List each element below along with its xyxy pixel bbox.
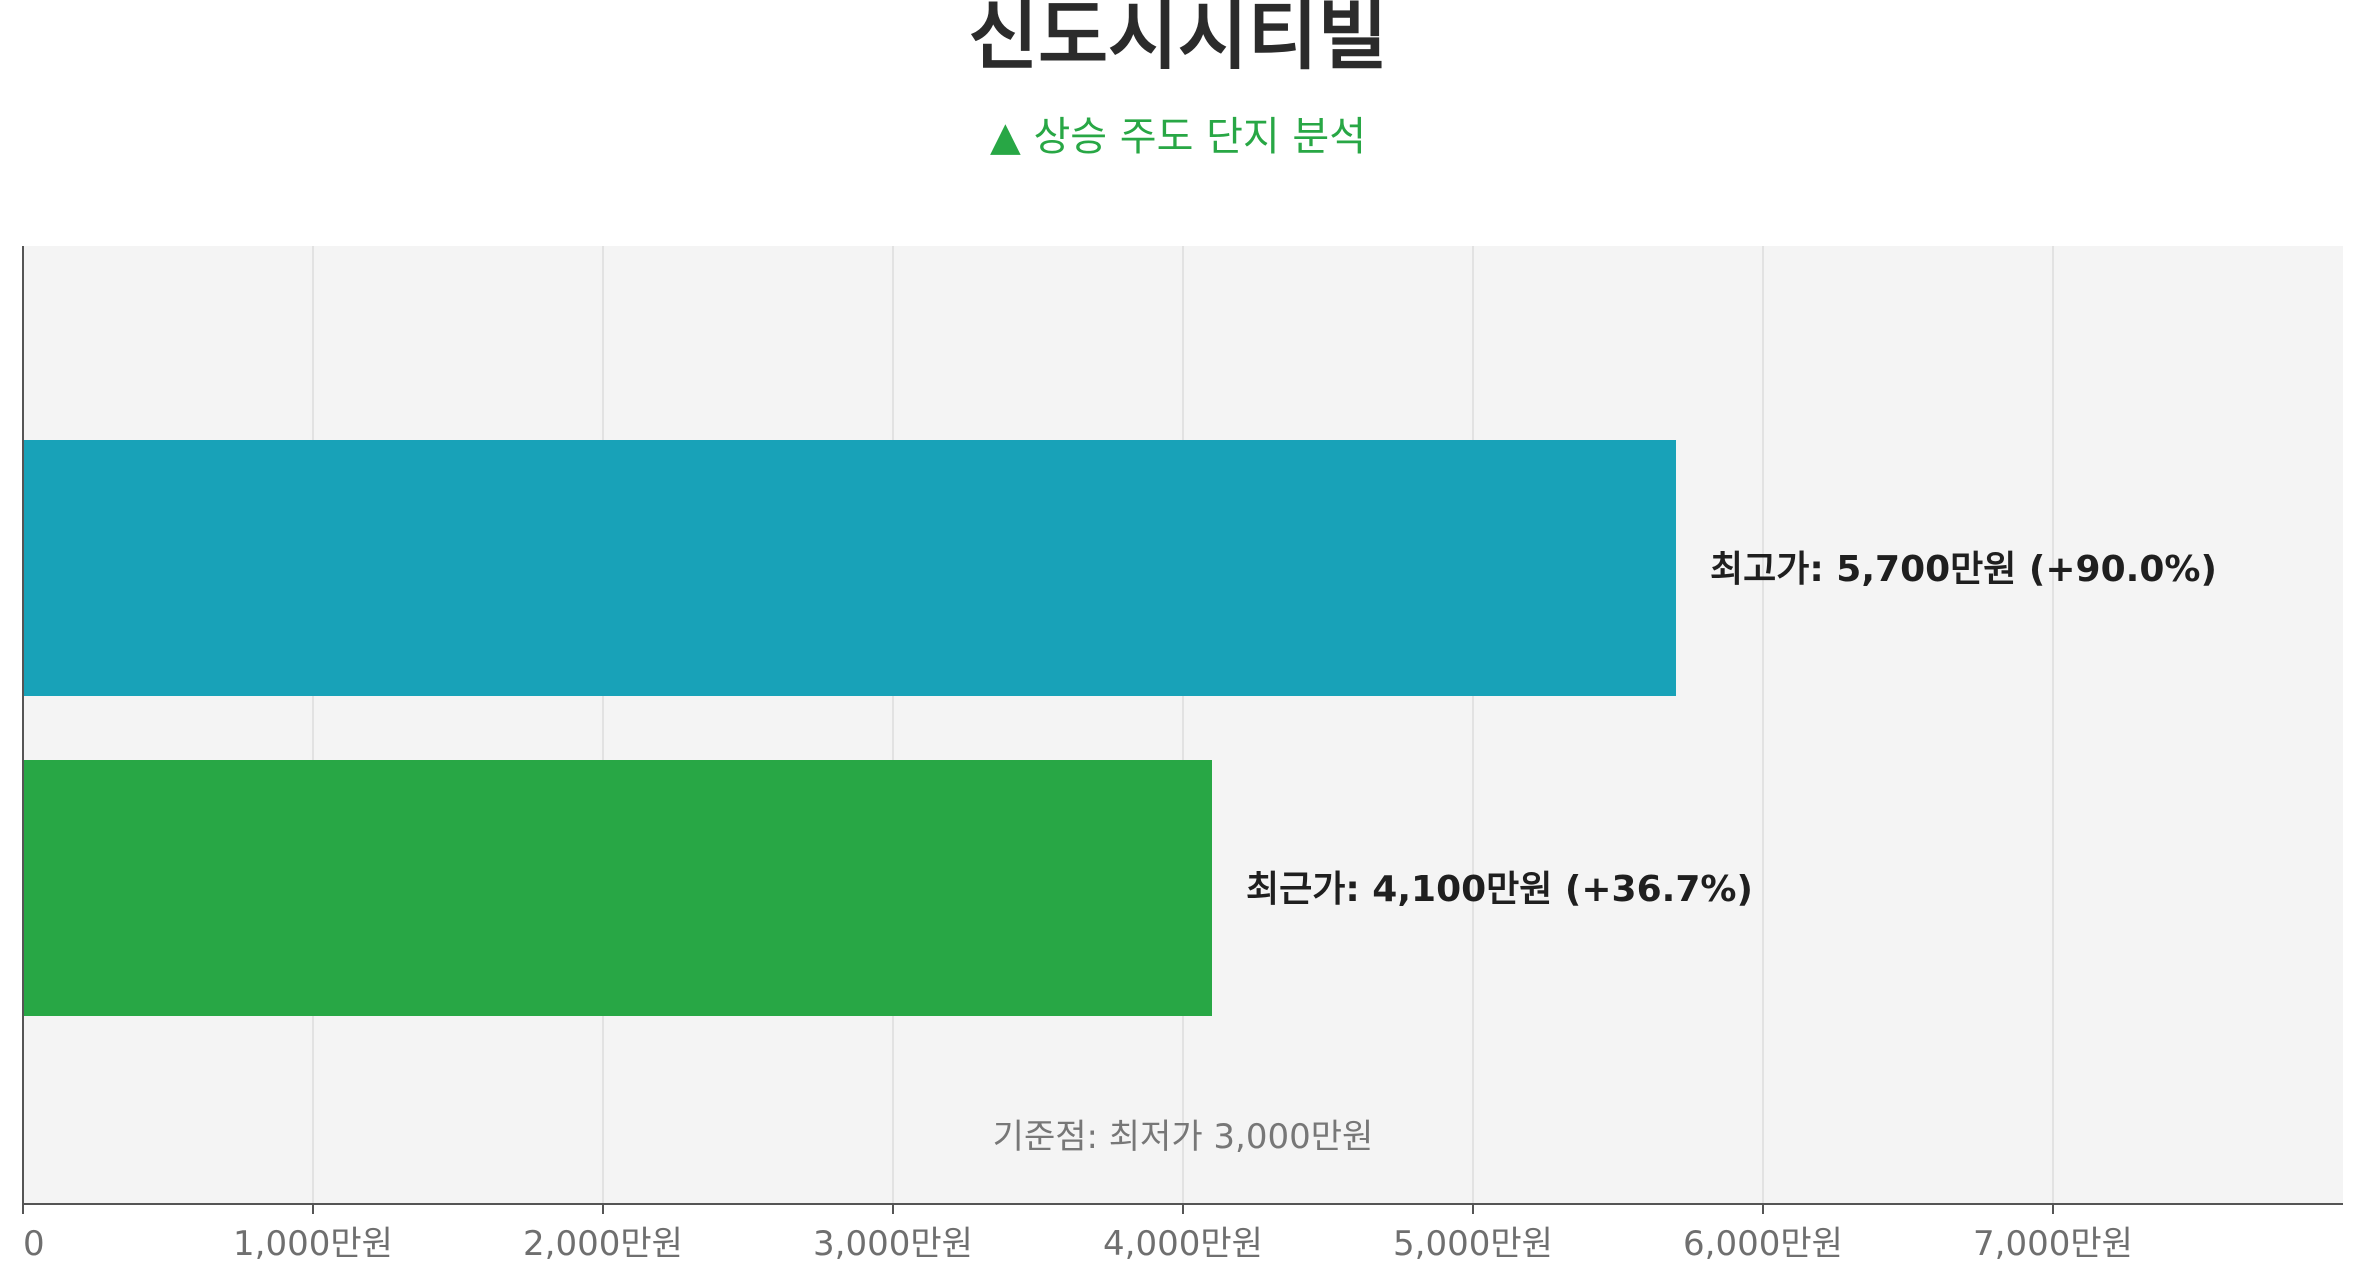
grid-lines: [312, 246, 2054, 1204]
x-tick-label: 6,000만원: [1683, 1224, 1843, 1264]
x-tick-label: 1,000만원: [233, 1224, 393, 1264]
x-tick-label: 7,000만원: [1973, 1224, 2133, 1264]
bar-value-label: 최근가: 4,100만원 (+36.7%): [1246, 869, 1753, 910]
x-axis-ticks: 0 1,000만원 2,000만원 3,000만원 4,000만원 5,000만원 6,00…: [22, 1204, 2133, 1264]
x-tick-label: 3,000만원: [813, 1224, 973, 1264]
bar: [23, 440, 1676, 696]
bar-value-label: 최고가: 5,700만원 (+90.0%): [1710, 549, 2217, 590]
x-tick-label: 4,000만원: [1103, 1224, 1263, 1264]
baseline-annotation: 기준점: 최저가 3,000만원: [993, 1117, 1374, 1157]
x-tick-label: 0: [23, 1224, 45, 1264]
chart-subtitle: ▲ 상승 주도 단지 분석: [990, 114, 1366, 160]
x-tick-label: 5,000만원: [1393, 1224, 1553, 1264]
bar: [23, 760, 1212, 1016]
x-tick-label: 2,000만원: [523, 1224, 683, 1264]
bars: 최고가: 5,700만원 (+90.0%) 최근가: 4,100만원 (+36.7…: [23, 440, 2217, 1016]
chart-title: 신도시시티빌: [968, 0, 1388, 80]
